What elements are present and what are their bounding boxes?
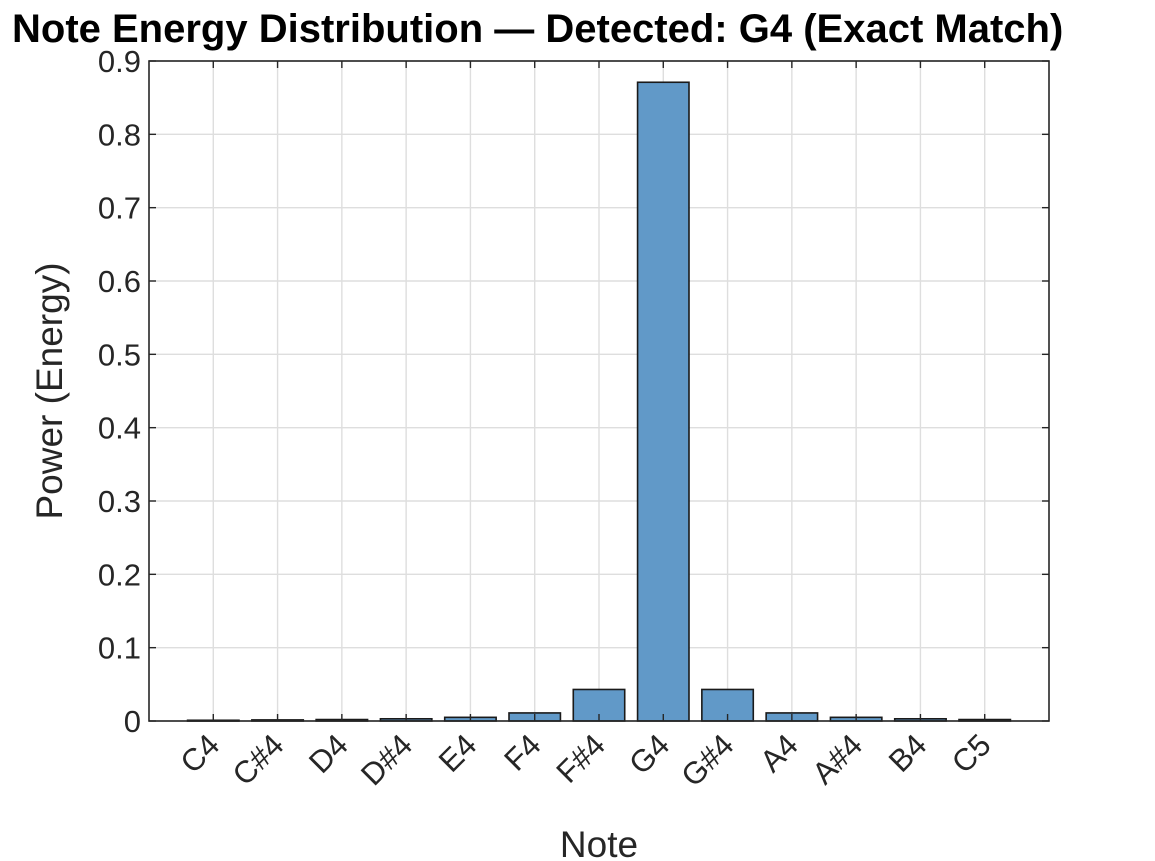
x-tick-label: C4 [173,727,226,780]
y-tick-labels: 0 0.1 0.2 0.3 0.4 0.5 0.6 0.7 0.8 0.9 [98,44,141,739]
x-tick-label: G#4 [674,727,740,793]
x-tick-labels: C4 C#4 D4 D#4 E4 F4 F#4 G4G#4 A4 A#4 B4 C5 [173,727,997,793]
x-tick-label: F#4 [549,727,612,790]
x-axis-label: Note [560,824,638,861]
y-tick-label: 0.5 [98,337,141,372]
y-tick-label: 0.8 [98,117,141,152]
y-tick-label: 0.7 [98,191,141,226]
x-tick-label: C5 [945,727,998,780]
y-tick-label: 0.6 [98,264,141,299]
x-tick-label: D#4 [354,727,419,792]
x-tick-label: C#4 [226,727,291,792]
y-tick-label: 0.9 [98,44,141,79]
x-tick-label: A4 [753,727,805,779]
bar-g4 [636,81,690,722]
ticks [149,60,1049,722]
bars [186,81,1012,722]
y-tick-label: 0.1 [98,631,141,666]
y-tick-label: 0.3 [98,484,141,519]
grid-lines [149,60,1049,722]
x-tick-label: F4 [497,727,547,777]
x-tick-label: G4 [622,727,676,781]
x-tick-label: B4 [882,727,934,779]
y-axis-label: Power (Energy) [29,262,70,519]
x-tick-label: E4 [432,727,484,779]
y-tick-label: 0.2 [98,557,141,592]
y-tick-label: 0 [124,704,141,739]
x-tick-label: D4 [302,727,355,780]
y-tick-label: 0.4 [98,411,141,446]
x-tick-label: A#4 [805,727,869,791]
chart-title: Note Energy Distribution — Detected: G4 … [12,7,1063,51]
